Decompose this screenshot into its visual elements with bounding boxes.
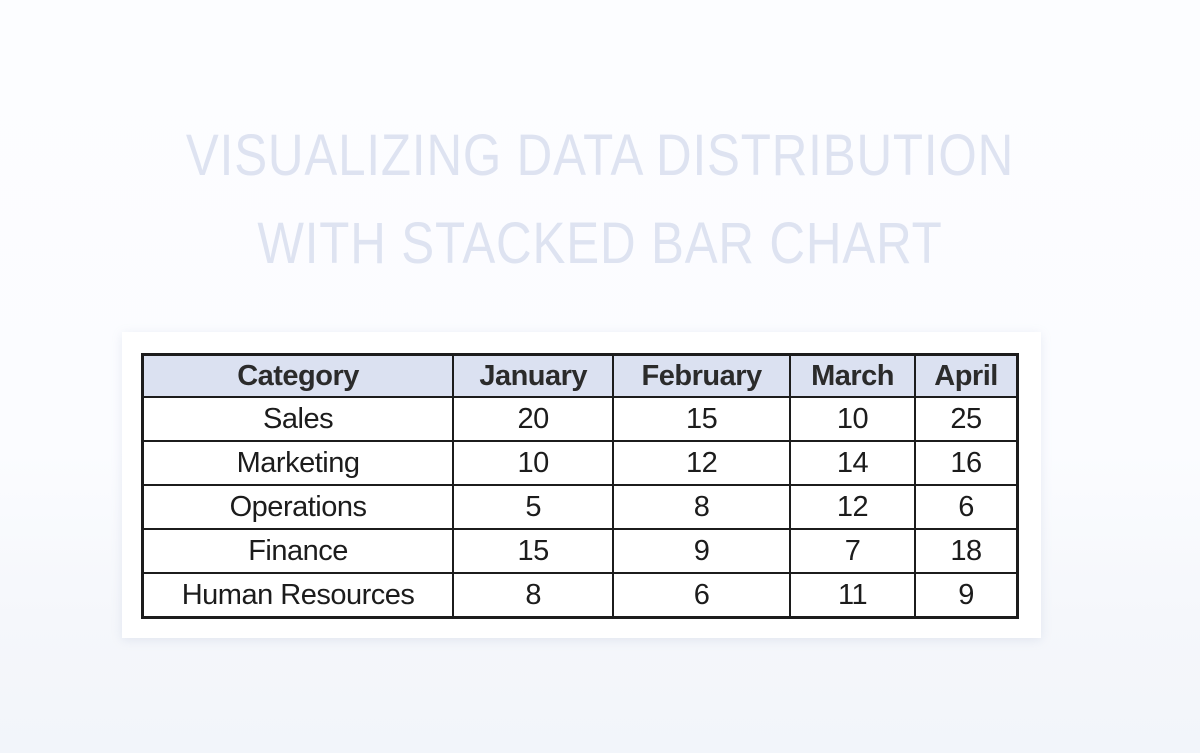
value-cell: 12	[788, 484, 917, 530]
table-row: Sales 20 15 10 25	[141, 396, 1019, 442]
value-cell: 8	[612, 484, 791, 530]
title-line-1: VISUALIZING DATA DISTRIBUTION	[185, 123, 1015, 188]
value-cell: 16	[914, 440, 1019, 486]
category-cell: Operations	[141, 484, 455, 530]
data-table: Category January February March April Sales 2…	[141, 353, 1019, 619]
header-cell-january: January	[452, 353, 615, 398]
value-cell: 18	[914, 528, 1019, 574]
category-cell: Human Resources	[141, 572, 455, 619]
value-cell: 20	[452, 396, 615, 442]
header-cell-february: February	[612, 353, 791, 398]
value-cell: 8	[452, 572, 615, 619]
header-row: Category January February March April	[141, 353, 1019, 398]
value-cell: 25	[914, 396, 1019, 442]
header-cell-category: Category	[141, 353, 455, 398]
page-title: VISUALIZING DATA DISTRIBUTION WITH STACK…	[90, 112, 1110, 288]
value-cell: 9	[914, 572, 1019, 619]
value-cell: 6	[612, 572, 791, 619]
table-row: Finance 15 9 7 18	[141, 528, 1019, 574]
value-cell: 10	[788, 396, 917, 442]
value-cell: 15	[612, 396, 791, 442]
value-cell: 5	[452, 484, 615, 530]
category-cell: Marketing	[141, 440, 455, 486]
value-cell: 12	[612, 440, 791, 486]
header-cell-march: March	[788, 353, 917, 398]
table-row: Human Resources 8 6 11 9	[141, 572, 1019, 619]
table-row: Marketing 10 12 14 16	[141, 440, 1019, 486]
value-cell: 7	[788, 528, 917, 574]
value-cell: 15	[452, 528, 615, 574]
category-cell: Sales	[141, 396, 455, 442]
data-card: Category January February March April Sales 2…	[122, 332, 1041, 638]
category-cell: Finance	[141, 528, 455, 574]
value-cell: 9	[612, 528, 791, 574]
header-cell-april: April	[914, 353, 1019, 398]
title-line-2: WITH STACKED BAR CHART	[257, 211, 943, 276]
value-cell: 11	[788, 572, 917, 619]
value-cell: 10	[452, 440, 615, 486]
value-cell: 14	[788, 440, 917, 486]
table-row: Operations 5 8 12 6	[141, 484, 1019, 530]
value-cell: 6	[914, 484, 1019, 530]
